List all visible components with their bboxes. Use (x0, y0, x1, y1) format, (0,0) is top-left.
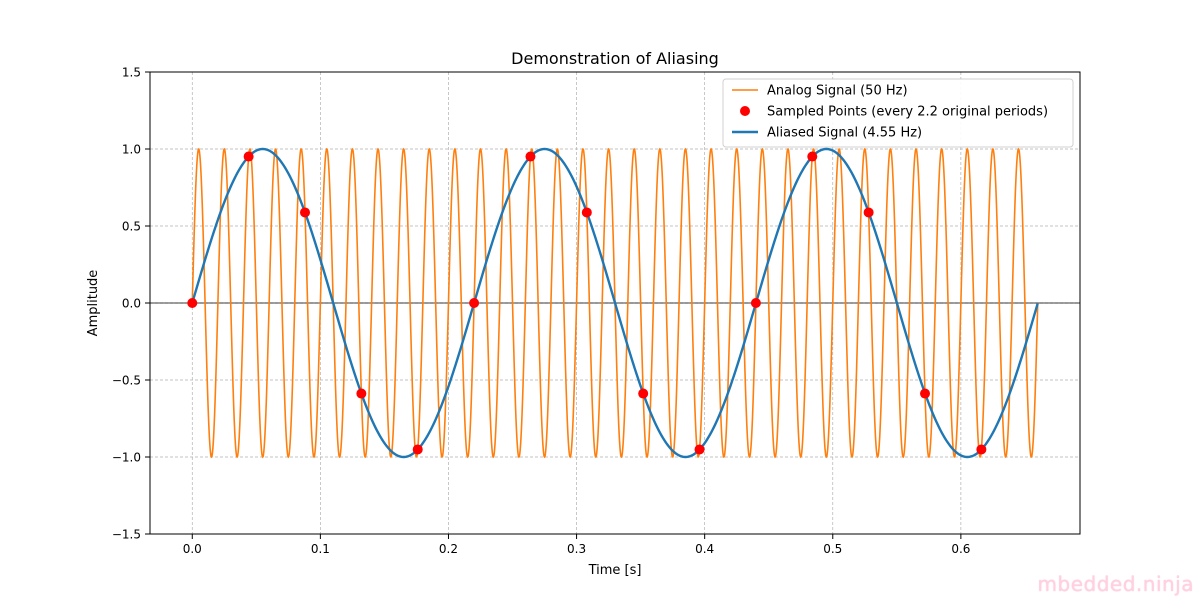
x-tick-label: 0.5 (823, 542, 842, 556)
sample-point (807, 151, 818, 162)
chart-title: Demonstration of Aliasing (511, 49, 719, 68)
y-tick-label: 0.0 (122, 297, 141, 311)
sample-point (581, 207, 592, 218)
axis-ticks: 0.0 0.1 0.2 0.3 0.4 0.5 0.6 −1.5 −1.0 −0.5 0.0 0.5 1… (112, 66, 971, 557)
sample-point (638, 388, 649, 399)
sample-point (243, 151, 254, 162)
sample-point (356, 388, 367, 399)
legend-box (722, 78, 1074, 148)
sample-point (750, 298, 761, 308)
sample-point (976, 444, 987, 455)
x-tick-label: 0.3 (567, 542, 586, 556)
y-tick-label: −0.5 (112, 374, 141, 388)
legend-label: Aliased Signal (4.55 Hz) (767, 126, 922, 141)
legend-label: Sampled Points (every 2.2 original perio… (767, 105, 1048, 120)
x-tick-label: 0.0 (183, 542, 202, 556)
watermark: mbedded.ninja (1037, 572, 1194, 596)
x-tick-label: 0.6 (951, 542, 970, 556)
sample-point (863, 207, 874, 218)
y-tick-label: 1.0 (122, 143, 141, 157)
x-tick-label: 0.4 (695, 542, 714, 556)
y-tick-label: 0.5 (122, 220, 141, 234)
sample-point (920, 388, 930, 399)
sample-point (412, 444, 423, 455)
x-tick-label: 0.1 (311, 542, 330, 556)
legend: Analog Signal (50 Hz) Sampled Points (eve… (722, 78, 1074, 148)
sample-point (300, 207, 310, 218)
legend-label: Analog Signal (50 Hz) (767, 84, 908, 99)
legend-swatch-marker (740, 106, 750, 116)
sample-point (469, 298, 480, 308)
sample-point (187, 298, 198, 308)
plot-series (187, 147, 1039, 459)
x-tick-label: 0.2 (439, 542, 458, 556)
y-tick-label: −1.0 (112, 451, 141, 465)
x-axis-label: Time [s] (588, 563, 642, 578)
sample-point (694, 444, 705, 455)
y-axis-label: Amplitude (86, 270, 101, 337)
y-tick-label: −1.5 (112, 528, 141, 542)
aliased-signal-line (191, 147, 1039, 459)
sample-point (525, 151, 536, 162)
y-tick-label: 1.5 (122, 66, 141, 80)
